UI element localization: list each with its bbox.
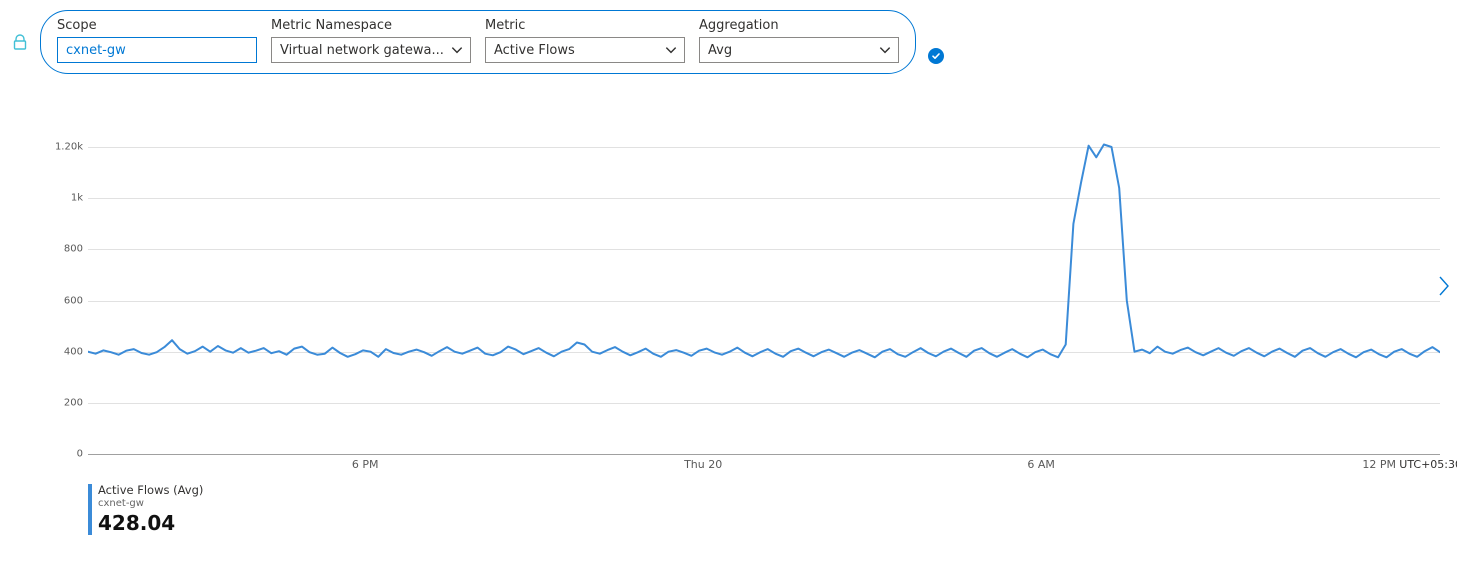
metric-filter-bar: Scope cxnet-gw Metric Namespace Virtual … xyxy=(10,10,1457,74)
chart-legend: Active Flows (Avg) cxnet-gw 428.04 xyxy=(88,484,1440,535)
scope-label: Scope xyxy=(57,17,257,35)
legend-resource-name: cxnet-gw xyxy=(98,498,203,510)
chart-y-tick-label: 1.20k xyxy=(55,142,83,153)
chart-y-tick-label: 200 xyxy=(64,397,83,408)
chart-y-tick-label: 1k xyxy=(71,193,83,204)
namespace-select[interactable]: Virtual network gatewa... xyxy=(271,37,471,63)
metrics-chart: 0 200 400 600 800 1k 1.20k 6 PM Thu 20 6 AM 12 PM… xyxy=(46,124,1440,535)
scroll-right-button[interactable] xyxy=(1433,268,1455,304)
chart-plot-area[interactable]: 02004006008001k1.20k xyxy=(46,124,1440,454)
chart-series-line xyxy=(88,124,1440,454)
chart-y-tick-label: 600 xyxy=(64,295,83,306)
chart-x-axis: 6 PMThu 206 AM12 PMUTC+05:30 xyxy=(88,454,1440,476)
chevron-down-icon xyxy=(450,43,464,57)
metric-select[interactable]: Active Flows xyxy=(485,37,685,63)
aggregation-field: Aggregation Avg xyxy=(699,17,899,63)
chart-timezone-label: UTC+05:30 xyxy=(1399,458,1457,471)
aggregation-label: Aggregation xyxy=(699,17,899,35)
namespace-value: Virtual network gatewa... xyxy=(280,43,444,58)
lock-icon xyxy=(10,34,30,50)
chevron-down-icon xyxy=(664,43,678,57)
chart-x-tick-label: 6 PM xyxy=(352,458,379,471)
metric-field: Metric Active Flows xyxy=(485,17,685,63)
chart-x-tick-label: 6 AM xyxy=(1027,458,1055,471)
chart-x-tick-label: Thu 20 xyxy=(684,458,722,471)
legend-text: Active Flows (Avg) cxnet-gw 428.04 xyxy=(98,484,203,535)
legend-summary-value: 428.04 xyxy=(98,512,203,535)
chart-x-tick-label: 12 PM xyxy=(1362,458,1396,471)
metric-value: Active Flows xyxy=(494,43,575,58)
aggregation-value: Avg xyxy=(708,43,732,58)
metric-selector-pill: Scope cxnet-gw Metric Namespace Virtual … xyxy=(40,10,916,74)
chart-y-tick-label: 800 xyxy=(64,244,83,255)
namespace-field: Metric Namespace Virtual network gatewa.… xyxy=(271,17,471,63)
chart-y-tick-label: 400 xyxy=(64,346,83,357)
aggregation-select[interactable]: Avg xyxy=(699,37,899,63)
metric-label: Metric xyxy=(485,17,685,35)
namespace-label: Metric Namespace xyxy=(271,17,471,35)
scope-select[interactable]: cxnet-gw xyxy=(57,37,257,63)
scope-value: cxnet-gw xyxy=(66,43,126,58)
checkmark-icon xyxy=(928,48,944,64)
legend-color-bar xyxy=(88,484,92,535)
chart-y-tick-label: 0 xyxy=(77,449,83,460)
legend-series-name: Active Flows (Avg) xyxy=(98,484,203,497)
chevron-down-icon xyxy=(878,43,892,57)
scope-field: Scope cxnet-gw xyxy=(57,17,257,63)
